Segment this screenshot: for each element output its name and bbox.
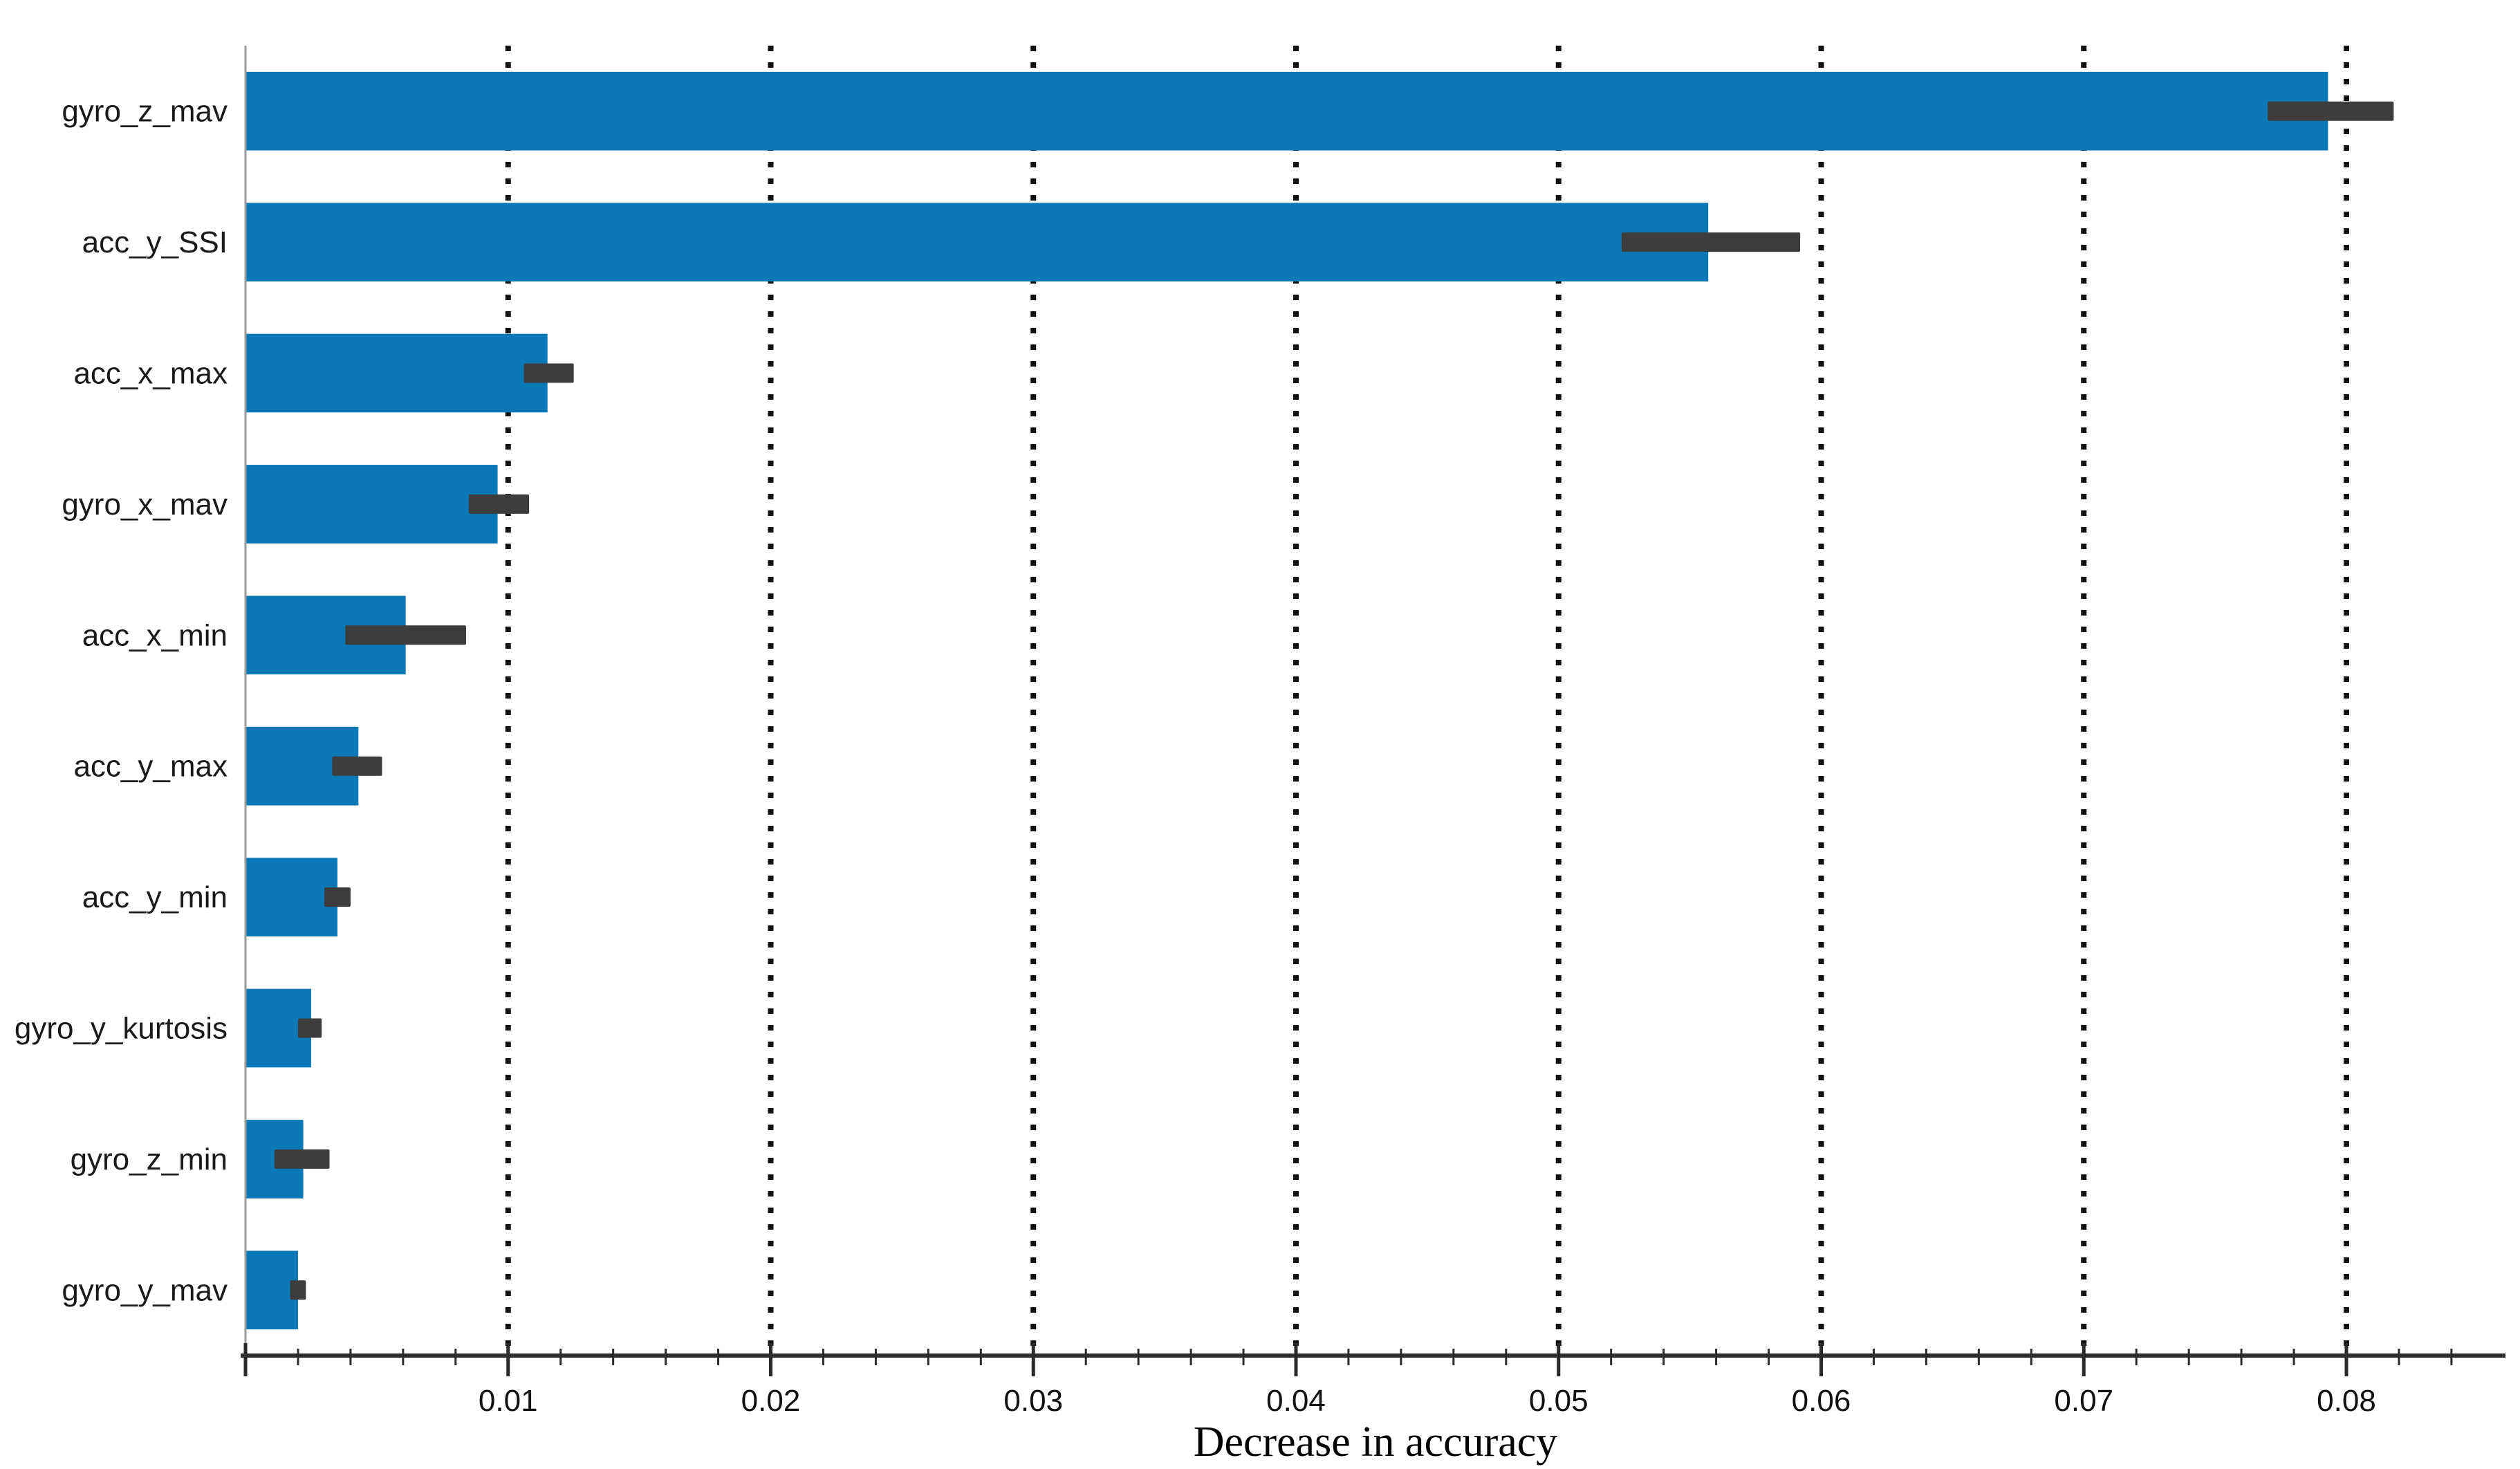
x-tick-label: 0.06 — [1792, 1384, 1851, 1418]
category-label: acc_x_min — [82, 618, 228, 652]
error-bar — [2268, 101, 2394, 121]
category-label: gyro_x_mav — [62, 488, 228, 521]
x-tick-label: 0.01 — [479, 1384, 538, 1418]
x-tick-label: 0.08 — [2317, 1384, 2376, 1418]
error-bar — [332, 756, 382, 776]
error-bar — [345, 625, 466, 645]
x-tick-label: 0.02 — [741, 1384, 801, 1418]
bars-layer — [246, 71, 2328, 1330]
category-label: acc_y_min — [82, 880, 228, 914]
error-bar — [524, 363, 574, 383]
x-axis-title: Decrease in accuracy — [1194, 1419, 1558, 1466]
bar — [246, 1250, 298, 1330]
category-label: gyro_z_min — [71, 1143, 228, 1176]
error-bar — [1621, 232, 1801, 252]
category-label: gyro_y_kurtosis — [15, 1012, 228, 1046]
x-tick-label: 0.07 — [2054, 1384, 2113, 1418]
error-bar — [290, 1280, 306, 1300]
error-bars-layer — [274, 101, 2394, 1300]
bar — [246, 465, 498, 544]
bar — [246, 858, 337, 936]
x-tick-label: 0.04 — [1266, 1384, 1326, 1418]
bar — [246, 333, 548, 413]
axes-layer — [241, 46, 2505, 1376]
category-label: gyro_y_mav — [62, 1273, 228, 1307]
category-label: gyro_z_mav — [62, 95, 228, 129]
bar — [246, 203, 1709, 281]
category-label: acc_y_max — [73, 750, 228, 784]
category-label: acc_y_SSI — [82, 225, 228, 259]
labels-layer: gyro_z_mav acc_y_SSI acc_x_max gyro_x_mavac… — [15, 95, 2376, 1418]
error-bar — [274, 1149, 330, 1169]
error-bar — [297, 1018, 322, 1038]
error-bar — [324, 887, 351, 907]
bar — [246, 71, 2328, 151]
x-tick-label: 0.05 — [1529, 1384, 1588, 1418]
x-tick-label: 0.03 — [1003, 1384, 1063, 1418]
category-label: acc_x_max — [73, 357, 228, 391]
error-bar — [468, 494, 530, 514]
